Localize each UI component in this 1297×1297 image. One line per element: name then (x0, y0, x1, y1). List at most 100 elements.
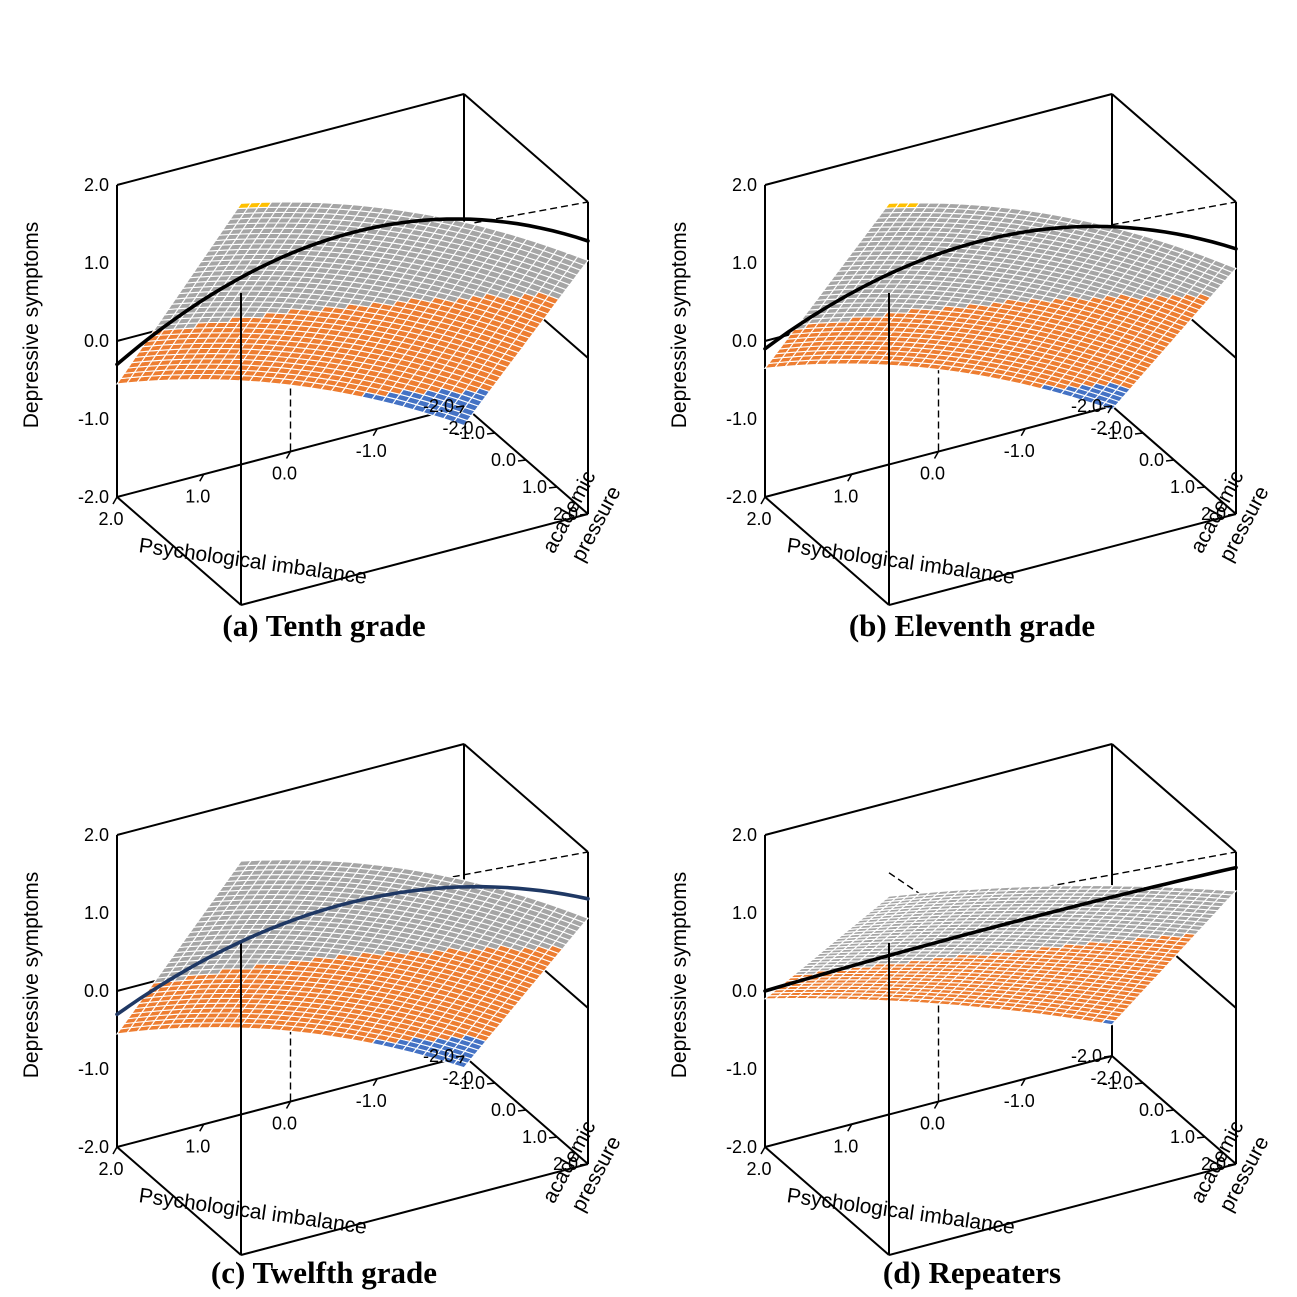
x-tick-mark (1107, 405, 1113, 414)
y-tick-label: 2.0 (553, 504, 578, 524)
surface-cell (1221, 263, 1237, 274)
y-tick-label: -2.0 (1071, 1046, 1102, 1066)
caption-tenth-grade: (a) Tenth grade (222, 608, 426, 643)
x-tick-label: -1.0 (1004, 441, 1035, 461)
x-tick-label: 0.0 (272, 1114, 297, 1134)
z-tick-label: 0.0 (84, 331, 109, 351)
panel-repeaters: 2.0 1.0 0.0 -1.0 -2.0 2.0 1.0 0.0 -1.0 -2.0 2.0 1.0… (648, 650, 1296, 1297)
x-tick-label: 2.0 (746, 1159, 771, 1179)
y-tick-mark (517, 1109, 527, 1112)
y-tick-label: -2.0 (1071, 396, 1102, 416)
surface-cell (573, 255, 589, 267)
x-tick-mark (933, 1101, 940, 1109)
z-tick-label: -1.0 (78, 1059, 109, 1079)
z-axis-label: Depressive symptoms (20, 222, 43, 429)
z-axis-label: Depressive symptoms (668, 222, 691, 429)
y-tick-label: -1.0 (454, 1073, 485, 1093)
box-edge-floor-left (764, 496, 890, 606)
z-tick-label: 2.0 (84, 175, 109, 195)
y-tick-label: 2.0 (1201, 504, 1226, 524)
y-tick-mark (1134, 432, 1144, 435)
x-tick-mark (285, 1101, 292, 1109)
x-tick-mark (1107, 1055, 1113, 1064)
y-tick-mark (579, 513, 589, 516)
surface-plot-eleventh-grade: 2.01.00.0-1.0-2.02.01.00.0-1.0-2.02.01.0… (668, 93, 1274, 606)
box-edge-floor-front (240, 513, 589, 606)
caption-eleventh-grade: (b) Eleventh grade (848, 608, 1096, 643)
x-tick-mark (847, 1123, 853, 1132)
surface-mesh (115, 859, 589, 1069)
box-edge-floor-left (116, 1146, 242, 1256)
surface-mesh (763, 885, 1238, 1026)
surface-plot-repeaters: 2.01.00.0-1.0-2.02.01.00.0-1.0-2.02.01.0… (668, 743, 1274, 1256)
y-tick-label: 1.0 (1170, 1127, 1195, 1147)
panel-eleventh-grade: 2.0 1.0 0.0 -1.0 -2.0 2.0 1.0 0.0 -1.0 -2.0 2.0 1.0… (648, 0, 1296, 647)
z-tick-label: -2.0 (726, 487, 757, 507)
x-tick-label: -2.0 (442, 418, 473, 438)
y-tick-mark (1196, 486, 1206, 489)
x-tick-mark (459, 1055, 465, 1064)
box-edge-left-top (764, 743, 1113, 836)
y-tick-mark (486, 432, 496, 435)
y-tick-mark (548, 486, 558, 489)
box-edge-back-top (463, 743, 589, 853)
y-tick-label: -2.0 (423, 396, 454, 416)
trend-curve (763, 224, 1238, 351)
x-axis-label: Psychological imbalance (785, 534, 1016, 589)
x-tick-label: -1.0 (356, 441, 387, 461)
x-tick-mark (199, 473, 205, 482)
trend-curve (763, 865, 1238, 993)
z-axis-label: Depressive symptoms (20, 872, 43, 1079)
box-edge-floor-left (764, 1146, 890, 1256)
z-axis-label: Depressive symptoms (668, 872, 691, 1079)
x-tick-label: 1.0 (185, 486, 210, 506)
y-tick-mark (517, 459, 527, 462)
x-tick-label: -1.0 (356, 1091, 387, 1111)
x-tick-mark (372, 1078, 378, 1087)
y-tick-mark (486, 1082, 496, 1085)
x-tick-label: 2.0 (98, 509, 123, 529)
panel-twelfth-grade: 2.0 1.0 0.0 -1.0 -2.0 2.0 1.0 0.0 -1.0 -2.0 2.0 1.0… (0, 650, 648, 1297)
z-tick-label: 2.0 (732, 175, 757, 195)
box-edge-back-top (463, 93, 589, 203)
x-tick-label: -2.0 (442, 1068, 473, 1088)
box-edge-left-top (116, 743, 465, 836)
x-tick-mark (459, 405, 465, 414)
x-tick-label: 2.0 (746, 509, 771, 529)
surface-plot-twelfth-grade: 2.01.00.0-1.0-2.02.01.00.0-1.0-2.02.01.0… (20, 743, 626, 1256)
z-tick-label: 0.0 (84, 981, 109, 1001)
box-edge-floor-front (240, 1163, 589, 1256)
y-tick-mark (455, 1055, 465, 1058)
y-tick-label: 1.0 (522, 1127, 547, 1147)
z-tick-label: 0.0 (732, 331, 757, 351)
box-edge-back-top (1111, 93, 1237, 203)
box-edge-left-top (116, 93, 465, 186)
y-tick-label: 2.0 (553, 1154, 578, 1174)
z-tick-label: 0.0 (732, 981, 757, 1001)
trend-curve (115, 884, 590, 1017)
y-tick-mark (1103, 405, 1113, 408)
x-tick-mark (1020, 1078, 1026, 1087)
y-tick-mark (548, 1136, 558, 1139)
x-tick-mark (933, 451, 940, 459)
x-tick-mark (112, 1146, 118, 1155)
y-tick-label: -1.0 (1102, 1073, 1133, 1093)
y-tick-label: 1.0 (1170, 477, 1195, 497)
x-tick-mark (285, 451, 292, 459)
y-tick-mark (579, 1163, 589, 1166)
y-tick-label: 2.0 (1201, 1154, 1226, 1174)
y-tick-label: 0.0 (491, 450, 516, 470)
y-tick-label: 0.0 (491, 1100, 516, 1120)
y-tick-label: 0.0 (1139, 1100, 1164, 1120)
trend-curve (115, 217, 590, 367)
y-tick-label: -1.0 (1102, 423, 1133, 443)
z-tick-label: -1.0 (726, 409, 757, 429)
surface-cell (1220, 889, 1238, 896)
x-tick-label: 1.0 (833, 486, 858, 506)
y-tick-label: 1.0 (522, 477, 547, 497)
x-tick-mark (112, 496, 118, 505)
z-tick-label: -2.0 (78, 487, 109, 507)
x-tick-mark (760, 496, 766, 505)
y-tick-label: -1.0 (454, 423, 485, 443)
x-tick-label: 1.0 (833, 1136, 858, 1156)
